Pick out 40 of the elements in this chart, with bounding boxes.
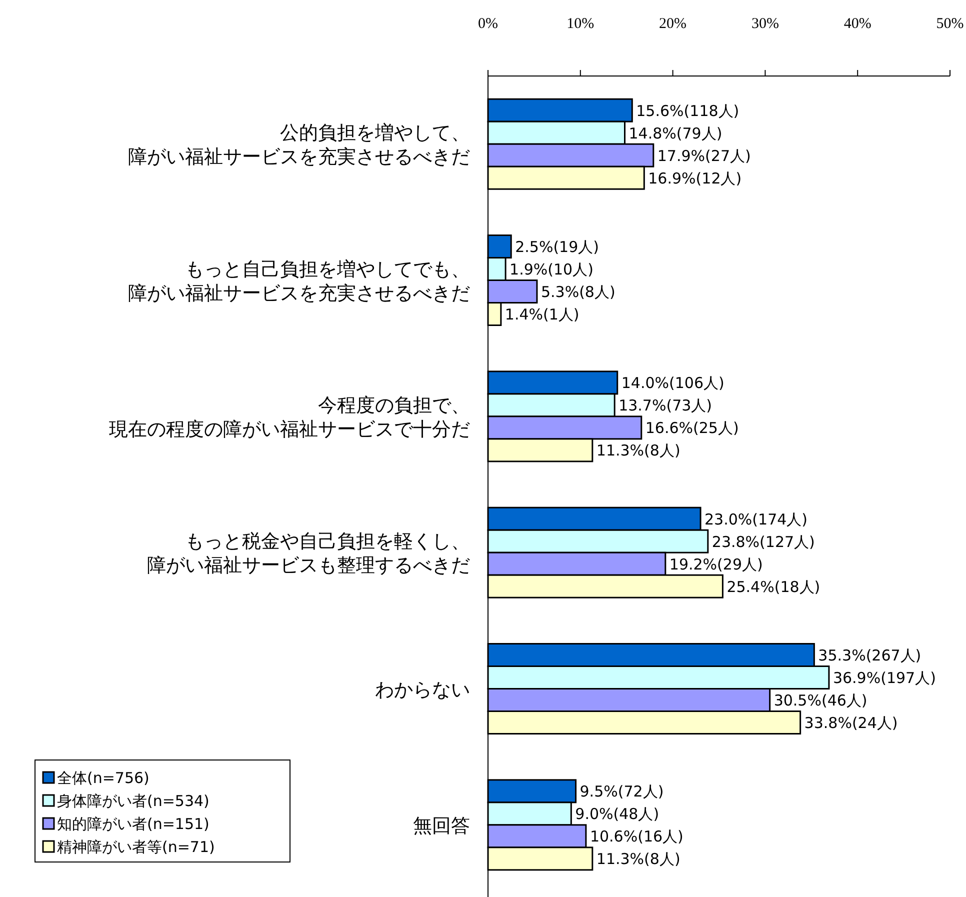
data-label: 25.4%(18人) (726, 578, 820, 596)
x-tick-label: 30% (751, 16, 779, 32)
data-label: 35.3%(267人) (818, 646, 922, 664)
legend-label: 精神障がい者等(n=71) (57, 838, 215, 856)
data-label: 30.5%(46人) (774, 692, 868, 710)
data-label: 23.8%(127人) (712, 532, 815, 551)
data-label: 5.3%(8人) (540, 283, 616, 301)
data-label: 9.5%(72人) (580, 782, 664, 801)
data-label: 13.7%(73人) (618, 396, 712, 415)
x-tick-label: 0% (478, 16, 498, 32)
legend-label: 知的障がい者(n=151) (57, 815, 210, 833)
data-label: 11.3%(8人) (596, 850, 680, 868)
x-tick-label: 10% (566, 16, 594, 32)
x-tick-label: 40% (844, 16, 872, 32)
data-label: 1.9%(10人) (510, 260, 594, 278)
data-label: 1.4%(1人) (504, 306, 580, 324)
data-label: 15.6%(118人) (636, 102, 740, 120)
x-tick-label: 50% (936, 16, 964, 32)
x-tick-label: 20% (659, 16, 687, 32)
y-tick-label: 公的負担を増やして、障がい福祉サービスを充実させるべきだ (128, 122, 470, 168)
data-label: 10.6%(16人) (590, 828, 684, 846)
y-tick-label: 今程度の負担で、現在の程度の障がい福祉サービスで十分だ (109, 394, 470, 440)
data-label: 14.0%(106人) (621, 374, 724, 392)
data-label: 16.9%(12人) (648, 169, 742, 188)
data-label: 2.5%(19人) (515, 238, 600, 256)
data-label: 33.8%(24人) (804, 714, 898, 732)
data-label: 11.3%(8人) (596, 442, 680, 460)
data-label: 17.9%(27人) (657, 146, 751, 165)
data-label: 23.0%(174人) (704, 510, 808, 528)
y-tick-label: もっと税金や自己負担を軽くし、障がい福祉サービスも整理するべきだ (147, 530, 470, 577)
y-tick-label: わからない (375, 678, 470, 701)
data-label: 16.6%(25人) (645, 419, 739, 438)
y-tick-label: もっと自己負担を増やしてでも、障がい福祉サービスを充実させるべきだ (128, 258, 470, 304)
data-label: 36.9%(197人) (832, 669, 936, 687)
data-label: 19.2%(29人) (669, 555, 763, 574)
y-tick-label: 無回答 (413, 814, 470, 837)
legend-label: 全体(n=756) (57, 769, 150, 787)
legend-label: 身体障がい者(n=534) (57, 792, 210, 810)
data-label: 9.0%(48人) (575, 805, 660, 824)
data-label: 14.8%(79人) (628, 124, 722, 142)
